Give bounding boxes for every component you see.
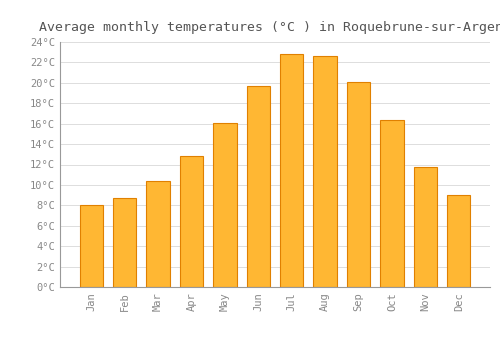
Bar — [246, 86, 270, 287]
Bar — [213, 122, 236, 287]
Title: Average monthly temperatures (°C ) in Roquebrune-sur-Argens: Average monthly temperatures (°C ) in Ro… — [39, 21, 500, 34]
Bar — [314, 56, 337, 287]
Bar — [447, 195, 470, 287]
Bar — [113, 198, 136, 287]
Bar — [146, 181, 170, 287]
Bar — [347, 82, 370, 287]
Bar — [414, 167, 437, 287]
Bar — [80, 205, 103, 287]
Bar — [380, 120, 404, 287]
Bar — [180, 156, 203, 287]
Bar — [280, 54, 303, 287]
